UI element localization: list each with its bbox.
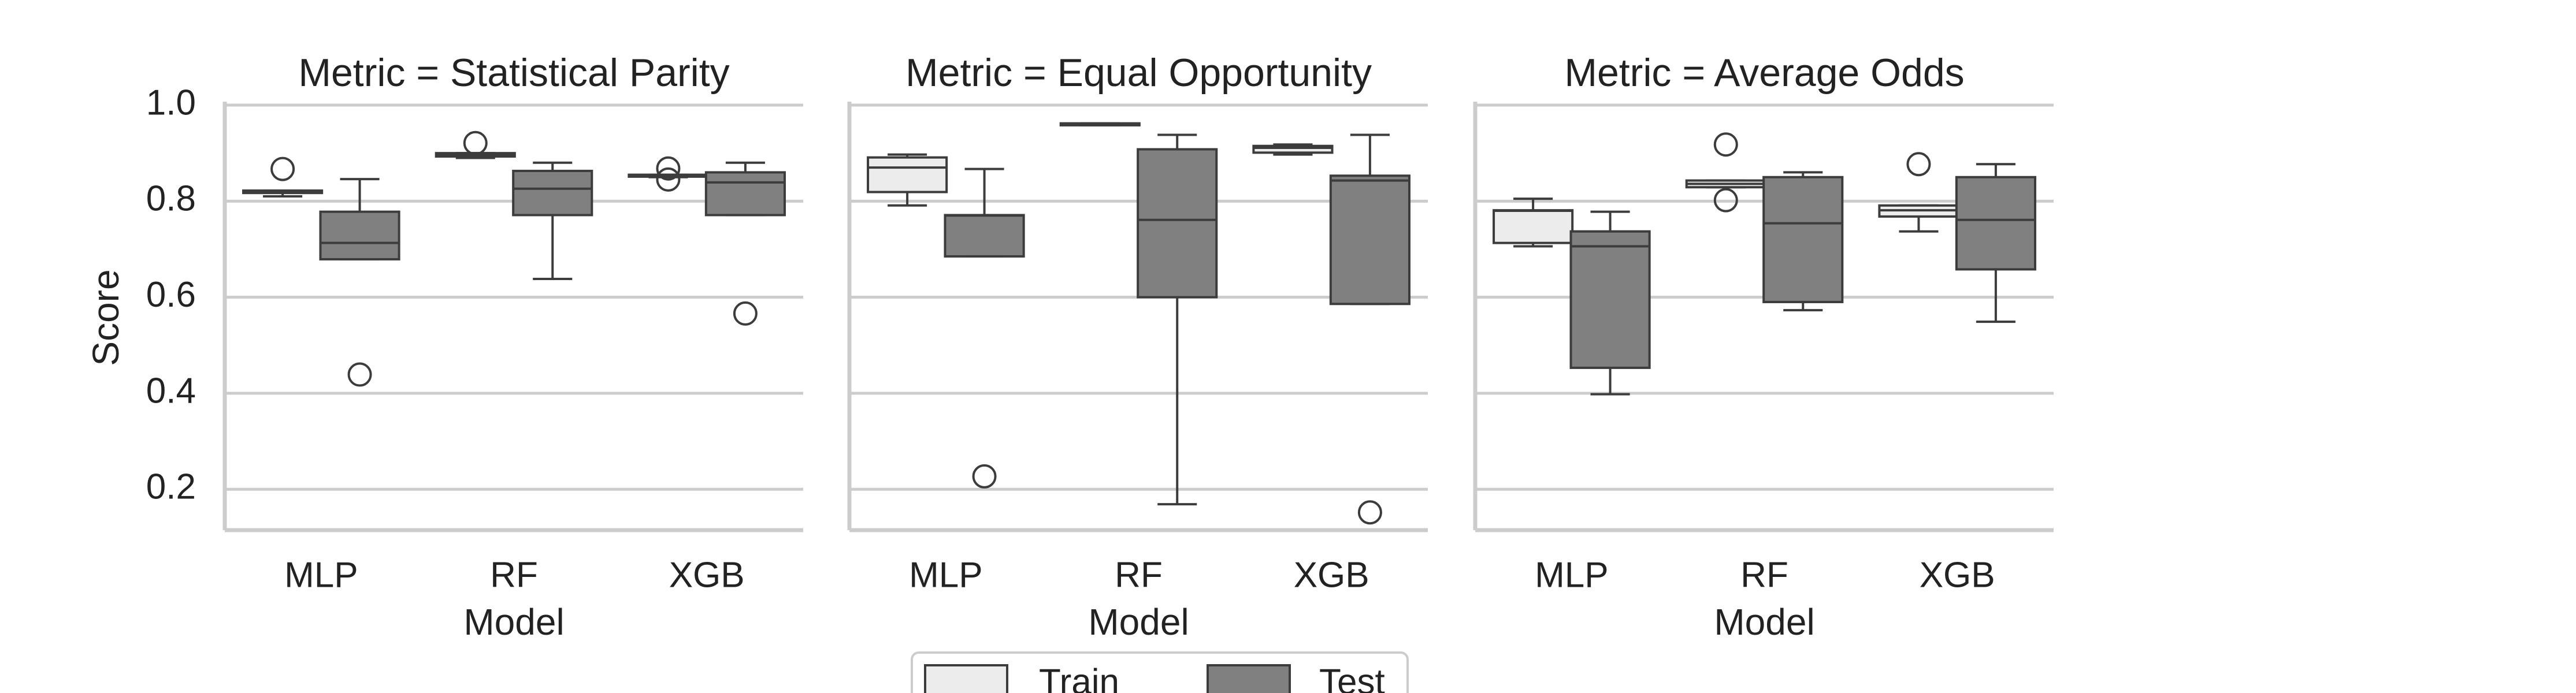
x-axis-label: Model [1714,601,1814,643]
legend-label: Train [1039,662,1119,693]
legend-label: Test [1319,662,1385,693]
box [319,210,400,260]
y-tick-label: 1.0 [146,83,196,122]
box [1137,148,1218,299]
x-tick-label: MLP [284,555,358,595]
outlier [733,301,758,326]
x-tick-label: XGB [1294,555,1369,595]
box [944,214,1025,258]
x-tick-label: RF [1740,555,1788,595]
outlier [972,464,997,489]
legend-swatch [924,664,1008,693]
box [1955,176,2036,271]
outlier [463,131,488,155]
x-axis-label: Model [1088,601,1189,643]
box [1762,176,1844,303]
box [1569,230,1651,369]
x-tick-label: RF [1115,555,1163,595]
outlier [656,167,681,192]
outlier [1906,152,1931,177]
outlier [1357,500,1382,525]
legend-swatch [1207,664,1291,693]
x-tick-label: MLP [909,555,982,595]
x-tick-label: MLP [1535,555,1608,595]
x-axis-label: Model [463,601,564,643]
facet-title: Metric = Equal Opportunity [905,51,1372,95]
box [1252,144,1334,154]
facet-title: Metric = Average Odds [1564,51,1964,95]
outlier [656,156,681,181]
y-tick-label: 0.6 [146,275,196,315]
x-tick-label: XGB [1920,555,1995,595]
box [867,156,948,193]
x-tick-label: XGB [669,555,745,595]
box [1329,174,1411,305]
outlier [1713,188,1738,213]
box [512,169,593,217]
facet-title: Metric = Statistical Parity [298,51,729,95]
box [1493,209,1574,244]
outlier [270,157,295,181]
box [704,171,786,217]
y-tick-label: 0.4 [146,371,196,411]
y-tick-label: 0.8 [146,179,196,219]
y-tick-label: 0.2 [146,467,196,507]
outlier [1713,132,1738,157]
y-axis-label: Score [85,269,127,366]
outlier [347,362,372,387]
x-tick-label: RF [490,555,538,595]
